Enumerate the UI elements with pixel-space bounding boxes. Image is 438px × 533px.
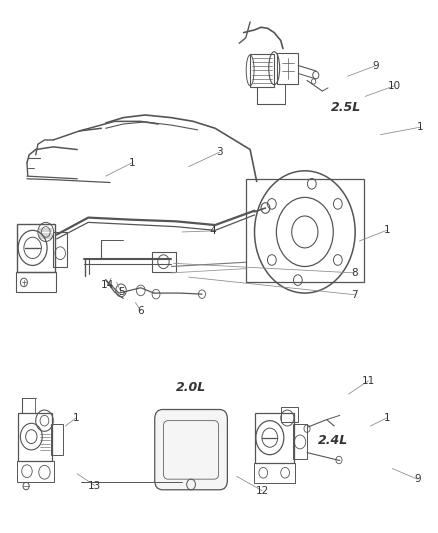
Text: 1: 1: [128, 158, 135, 168]
Bar: [16, 272, 56, 292]
Bar: [253, 463, 294, 483]
Bar: [17, 461, 53, 482]
Text: 1: 1: [382, 225, 389, 236]
Text: 14: 14: [101, 280, 114, 290]
Text: 1: 1: [382, 413, 389, 423]
Bar: [51, 424, 63, 455]
Bar: [245, 179, 363, 282]
Bar: [280, 407, 297, 422]
Bar: [254, 413, 293, 463]
Bar: [53, 232, 67, 266]
Text: 12: 12: [255, 486, 268, 496]
Text: 7: 7: [350, 289, 357, 300]
Bar: [17, 224, 54, 272]
Bar: [151, 252, 175, 272]
Text: 2.5L: 2.5L: [331, 101, 361, 114]
Text: 9: 9: [372, 61, 378, 70]
Text: 1: 1: [416, 122, 422, 132]
Text: 9: 9: [413, 474, 420, 484]
Text: 4: 4: [209, 226, 216, 236]
Text: 2.4L: 2.4L: [318, 434, 348, 447]
Text: 11: 11: [361, 376, 374, 386]
Text: 10: 10: [387, 81, 400, 91]
Bar: [277, 53, 297, 84]
Text: 5: 5: [117, 287, 124, 297]
Bar: [250, 54, 274, 87]
Text: 6: 6: [137, 305, 144, 316]
Text: 2.0L: 2.0L: [176, 381, 206, 394]
Text: 3: 3: [215, 147, 223, 157]
Text: 8: 8: [350, 268, 357, 278]
Text: 1: 1: [72, 413, 79, 423]
Bar: [292, 424, 306, 459]
Text: 13: 13: [88, 481, 101, 490]
FancyBboxPatch shape: [154, 409, 227, 490]
Bar: [18, 413, 52, 461]
